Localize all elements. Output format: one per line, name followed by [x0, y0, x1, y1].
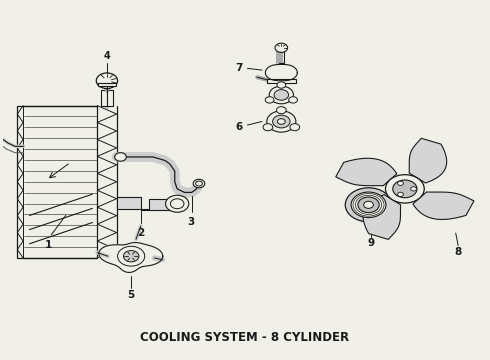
Circle shape — [411, 187, 416, 191]
Text: 3: 3 — [187, 217, 195, 227]
Bar — [98, 82, 116, 86]
Polygon shape — [117, 197, 170, 210]
Text: 1: 1 — [45, 240, 52, 250]
Circle shape — [351, 192, 386, 217]
Text: 2: 2 — [137, 228, 145, 238]
Polygon shape — [336, 158, 397, 186]
Circle shape — [265, 97, 274, 103]
Text: 8: 8 — [455, 247, 462, 257]
Circle shape — [397, 181, 403, 185]
Circle shape — [364, 201, 373, 208]
Circle shape — [118, 246, 145, 266]
Text: 5: 5 — [127, 290, 135, 300]
Circle shape — [397, 192, 403, 197]
Circle shape — [393, 180, 417, 198]
Circle shape — [358, 197, 379, 213]
Circle shape — [277, 119, 285, 124]
Circle shape — [96, 73, 118, 89]
Circle shape — [276, 107, 286, 114]
Circle shape — [263, 123, 273, 131]
Text: 6: 6 — [235, 122, 243, 132]
Circle shape — [289, 97, 297, 103]
Bar — [101, 90, 113, 105]
Polygon shape — [266, 64, 297, 81]
Polygon shape — [413, 192, 474, 220]
Circle shape — [267, 111, 296, 132]
Polygon shape — [363, 195, 401, 239]
Circle shape — [345, 188, 392, 222]
Circle shape — [290, 123, 299, 131]
Text: 9: 9 — [368, 238, 374, 248]
Circle shape — [386, 175, 424, 203]
Circle shape — [275, 43, 288, 53]
Bar — [17, 105, 97, 258]
Circle shape — [123, 251, 139, 262]
Polygon shape — [409, 138, 447, 183]
Polygon shape — [99, 243, 163, 273]
Circle shape — [115, 153, 126, 161]
Circle shape — [166, 195, 189, 212]
Text: 4: 4 — [103, 51, 110, 61]
Circle shape — [274, 90, 289, 100]
Text: 7: 7 — [235, 63, 243, 73]
Circle shape — [193, 179, 205, 188]
Circle shape — [277, 82, 286, 88]
Circle shape — [269, 86, 294, 104]
Circle shape — [272, 115, 290, 128]
Text: COOLING SYSTEM - 8 CYLINDER: COOLING SYSTEM - 8 CYLINDER — [141, 331, 349, 344]
Bar — [267, 79, 296, 83]
